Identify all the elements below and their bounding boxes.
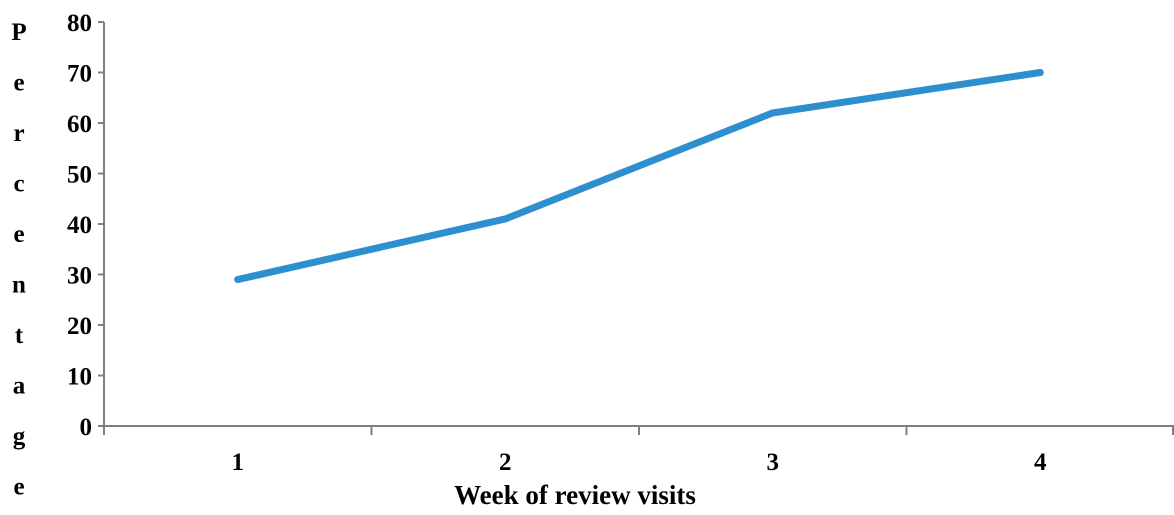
- y-tick-label: 70: [67, 61, 92, 88]
- y-axis-title-letter: a: [13, 373, 26, 400]
- y-tick-label: 0: [80, 414, 93, 441]
- data-point: [1036, 69, 1044, 76]
- x-axis: 1 2 3 4: [103, 425, 1174, 476]
- y-axis-title-letter: g: [13, 423, 26, 450]
- x-axis-title: Week of review visits: [454, 480, 696, 510]
- y-axis: 0 10 20 30 40 50 60 70 80: [67, 10, 105, 441]
- y-tick-label: 60: [67, 111, 92, 138]
- y-axis-title-letter: e: [13, 221, 24, 248]
- data-point: [769, 109, 777, 117]
- series-line: [234, 69, 1044, 284]
- y-tick-label: 30: [67, 263, 92, 290]
- data-point: [501, 215, 509, 223]
- y-axis-title-letter: P: [11, 19, 26, 46]
- y-tick-label: 80: [67, 10, 92, 37]
- y-tick-label: 50: [67, 162, 92, 189]
- y-axis-title-letter: t: [15, 322, 24, 349]
- y-tick-label: 40: [67, 212, 92, 239]
- y-axis-title-letter: r: [13, 120, 24, 147]
- y-axis-title-letter: e: [13, 70, 24, 97]
- y-axis-title-letter: n: [12, 272, 26, 299]
- x-tick-label: 4: [1034, 449, 1047, 476]
- data-point: [234, 276, 242, 284]
- data-series: [234, 69, 1044, 284]
- y-tick-label: 10: [67, 364, 92, 391]
- y-tick-label: 20: [67, 313, 92, 340]
- y-axis-title-letter: e: [13, 474, 24, 501]
- y-axis-title-letter: c: [13, 171, 24, 198]
- x-tick-label: 1: [232, 449, 245, 476]
- x-tick-label: 3: [767, 449, 780, 476]
- x-tick-label: 2: [499, 449, 512, 476]
